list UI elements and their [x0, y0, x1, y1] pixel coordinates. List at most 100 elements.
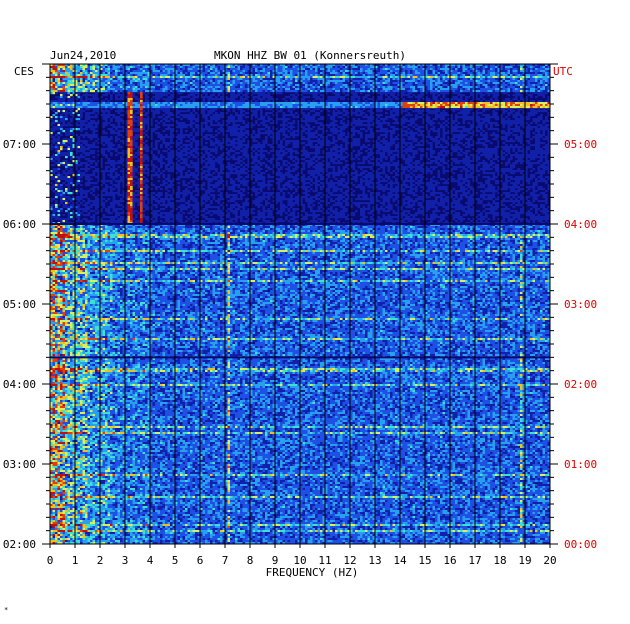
heatmap-cell — [88, 74, 91, 76]
heatmap-cell — [505, 84, 508, 86]
heatmap-cell — [383, 88, 386, 90]
heatmap-cell — [453, 90, 456, 92]
heatmap-cell — [135, 76, 138, 78]
heatmap-cell — [58, 90, 61, 92]
heatmap-cell — [310, 72, 313, 74]
heatmap-cell — [353, 96, 356, 98]
heatmap-cell — [453, 110, 456, 112]
heatmap-cell — [540, 82, 543, 84]
heatmap-cell — [90, 94, 93, 96]
heatmap-cell — [420, 80, 423, 82]
heatmap-cell — [513, 110, 516, 112]
heatmap-cell — [355, 100, 358, 102]
heatmap-cell — [168, 78, 171, 80]
heatmap-cell — [230, 100, 233, 102]
heatmap-cell — [203, 98, 206, 100]
heatmap-cell — [378, 102, 381, 104]
heatmap-cell — [265, 66, 268, 68]
heatmap-cell — [313, 66, 316, 68]
heatmap-cell — [308, 68, 311, 70]
heatmap-cell — [138, 104, 141, 106]
heatmap-cell — [280, 76, 283, 78]
heatmap-cell — [288, 66, 291, 68]
heatmap-cell — [308, 78, 311, 80]
heatmap-cell — [258, 84, 261, 86]
heatmap-cell — [165, 102, 168, 104]
heatmap-cell — [430, 76, 433, 78]
heatmap-cell — [190, 112, 193, 114]
heatmap-cell — [508, 70, 511, 72]
heatmap-cell — [68, 106, 71, 108]
heatmap-cell — [508, 74, 511, 76]
heatmap-cell — [105, 116, 108, 118]
heatmap-cell — [118, 90, 121, 92]
heatmap-cell — [253, 90, 256, 92]
heatmap-cell — [383, 66, 386, 68]
heatmap-cell — [353, 72, 356, 74]
heatmap-cell — [490, 90, 493, 92]
heatmap-cell — [408, 76, 411, 78]
heatmap-cell — [203, 102, 206, 104]
heatmap-cell — [390, 86, 393, 88]
heatmap-cell — [308, 112, 311, 114]
heatmap-cell — [385, 70, 388, 72]
heatmap-cell — [138, 72, 141, 74]
heatmap-cell — [338, 78, 341, 80]
heatmap-cell — [203, 100, 206, 102]
heatmap-cell — [403, 70, 406, 72]
heatmap-cell — [83, 106, 86, 108]
heatmap-cell — [228, 86, 231, 88]
heatmap-cell — [140, 116, 143, 118]
heatmap-cell — [183, 82, 186, 84]
heatmap-cell — [543, 94, 546, 96]
heatmap-cell — [253, 74, 256, 76]
heatmap-cell — [413, 104, 416, 106]
heatmap-cell — [158, 90, 161, 92]
heatmap-cell — [328, 90, 331, 92]
heatmap-cell — [453, 66, 456, 68]
heatmap-cell — [428, 66, 431, 68]
heatmap-cell — [218, 76, 221, 78]
heatmap-cell — [345, 86, 348, 88]
heatmap-cell — [510, 70, 513, 72]
heatmap-cell — [190, 70, 193, 72]
heatmap-cell — [335, 102, 338, 104]
heatmap-cell — [293, 82, 296, 84]
heatmap-cell — [363, 70, 366, 72]
heatmap-cell — [430, 110, 433, 112]
heatmap-cell — [278, 66, 281, 68]
heatmap-cell — [115, 98, 118, 100]
heatmap-cell — [318, 78, 321, 80]
heatmap-cell — [63, 76, 66, 78]
heatmap-cell — [460, 110, 463, 112]
heatmap-cell — [178, 76, 181, 78]
heatmap-cell — [103, 94, 106, 96]
heatmap-cell — [218, 98, 221, 100]
heatmap-cell — [160, 102, 163, 104]
heatmap-cell — [485, 108, 488, 110]
heatmap-cell — [260, 82, 263, 84]
heatmap-cell — [283, 116, 286, 118]
heatmap-cell — [443, 114, 446, 116]
heatmap-cell — [438, 76, 441, 78]
heatmap-cell — [80, 66, 83, 68]
heatmap-cell — [70, 82, 73, 84]
heatmap-cell — [483, 78, 486, 80]
heatmap-cell — [290, 112, 293, 114]
heatmap-cell — [138, 78, 141, 80]
heatmap-cell — [463, 102, 466, 104]
heatmap-cell — [270, 106, 273, 108]
heatmap-cell — [355, 96, 358, 98]
heatmap-cell — [320, 66, 323, 68]
heatmap-cell — [285, 88, 288, 90]
heatmap-cell — [128, 92, 131, 94]
heatmap-cell — [370, 102, 373, 104]
heatmap-cell — [460, 96, 463, 98]
heatmap-cell — [388, 98, 391, 100]
heatmap-cell — [265, 88, 268, 90]
heatmap-cell — [133, 96, 136, 98]
heatmap-cell — [538, 102, 541, 104]
heatmap-cell — [170, 104, 173, 106]
heatmap-cell — [410, 80, 413, 82]
heatmap-cell — [245, 102, 248, 104]
